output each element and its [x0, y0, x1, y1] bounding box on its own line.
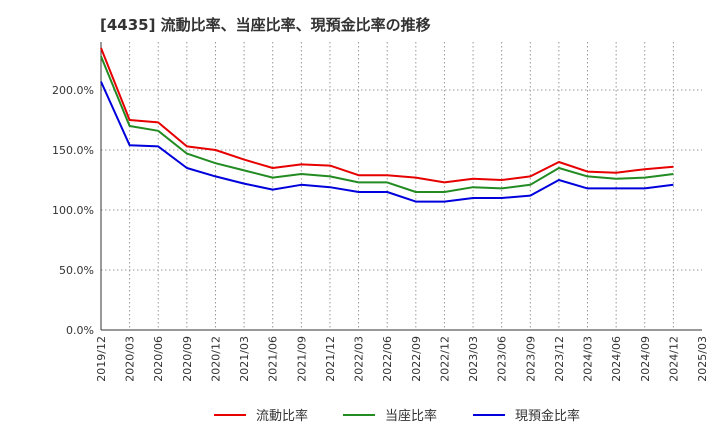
x-tick-label: 2024/09 [639, 336, 652, 382]
x-tick-label: 2024/03 [582, 336, 595, 382]
chart-title: [4435] 流動比率、当座比率、現預金比率の推移 [100, 16, 431, 34]
x-tick-label: 2021/12 [324, 336, 337, 382]
x-tick-label: 2021/09 [295, 336, 308, 382]
x-tick-label: 2023/12 [553, 336, 566, 382]
legend-label-2: 当座比率 [385, 408, 437, 424]
x-tick-label: 2023/03 [467, 336, 480, 382]
y-tick-label: 100.0% [52, 204, 94, 217]
x-tick-label: 2021/03 [238, 336, 251, 382]
x-tick-label: 2022/03 [353, 336, 366, 382]
y-tick-label: 0.0% [66, 324, 94, 337]
series-line-1 [100, 47, 674, 184]
y-tick-label: 50.0% [59, 264, 94, 277]
x-tick-label: 2022/09 [410, 336, 423, 382]
x-tick-label: 2025/03 [696, 336, 709, 382]
legend-label-3: 現預金比率 [515, 408, 580, 424]
x-tick-label: 2023/06 [496, 336, 509, 382]
x-tick-label: 2020/09 [181, 336, 194, 382]
x-tick-label: 2022/12 [438, 336, 451, 382]
series-line-3 [100, 81, 674, 203]
x-tick-label: 2024/06 [610, 336, 623, 382]
x-tick-label: 2019/12 [95, 336, 108, 382]
series-line-2 [100, 56, 674, 193]
x-tick-label: 2023/09 [524, 336, 537, 382]
x-tick-label: 2020/12 [209, 336, 222, 382]
axes: 0.0% 50.0% 100.0% 150.0% 200.0% 2019/12 2020/0… [52, 42, 709, 382]
x-tick-label: 2021/06 [267, 336, 280, 382]
grid-lines [101, 42, 702, 330]
series-lines [100, 47, 674, 203]
legend-label-1: 流動比率 [256, 408, 308, 424]
x-tick-label: 2024/12 [667, 336, 680, 382]
y-tick-label: 200.0% [52, 84, 94, 97]
legend: 流動比率 当座比率 現預金比率 [214, 408, 580, 424]
x-tick-label: 2022/06 [381, 336, 394, 382]
x-tick-label: 2020/06 [152, 336, 165, 382]
y-tick-label: 150.0% [52, 144, 94, 157]
x-tick-label: 2020/03 [124, 336, 137, 382]
